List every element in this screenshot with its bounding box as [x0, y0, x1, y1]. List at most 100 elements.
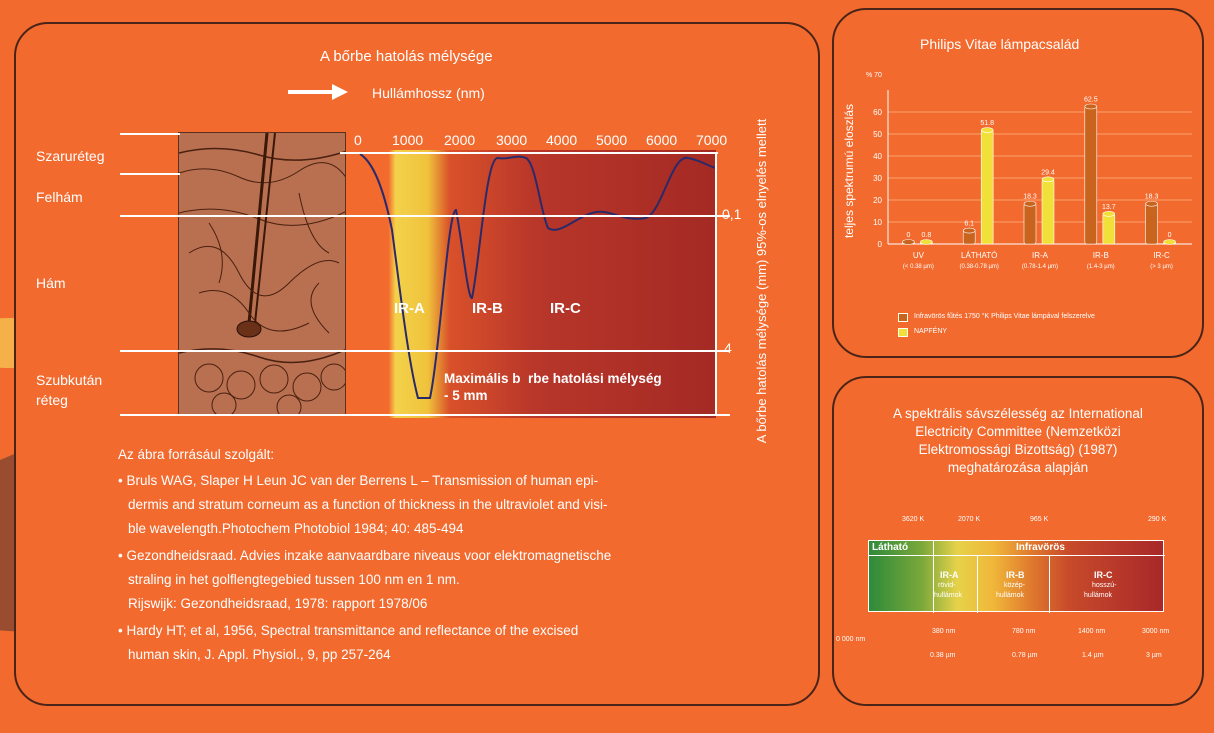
bar-cap [1041, 176, 1055, 183]
nm-tick: 780 nm [1012, 628, 1036, 635]
bar [1102, 213, 1116, 245]
x-tick: 0 [354, 132, 362, 148]
chart-y-unit: % 70 [866, 72, 882, 79]
spectrum-title-line: A spektrális sávszélesség az Internation… [893, 406, 1143, 421]
bar-cap [980, 127, 994, 133]
spectrum-title-line: Elektromossági Bizottság) (1987) [918, 442, 1118, 457]
segment-ir-b-line: hullámok [996, 592, 1025, 599]
visible-label: Látható [872, 542, 909, 553]
grid-line-top-axis [340, 152, 718, 154]
data-label: 0 [906, 232, 910, 239]
data-label: 29.4 [1041, 169, 1055, 176]
data-label: 18.3 [1145, 194, 1159, 201]
source-line: Rijswijk: Gezondheidsraad, 1978: rapport… [128, 596, 428, 611]
data-label: 0 [1168, 232, 1172, 239]
band-label-ir-a: IR-A [394, 300, 425, 317]
segment-ir-b-name: IR-B [1006, 570, 1025, 580]
bar-cap [1084, 103, 1098, 110]
bar-cap [1145, 200, 1158, 207]
band-label-ir-b: IR-B [472, 300, 503, 317]
category-label: LÁTHATÓ [961, 251, 997, 260]
nm-tick: 380 nm [932, 628, 956, 635]
bar-cap [962, 227, 976, 234]
nm-tick: 0 000 nm [836, 636, 866, 643]
um-tick: 0.78 µm [1012, 652, 1038, 659]
category-label: IR-B [1093, 251, 1109, 260]
data-label: 18.3 [1023, 194, 1037, 201]
legend-label-sun: NAPFÉNY [914, 328, 948, 335]
category-sublabel: (0.78-1.4 µm) [1022, 264, 1058, 270]
bar [1145, 203, 1158, 245]
source-line: ble wavelength.Photochem Photobiol 1984;… [128, 521, 464, 536]
segment-ir-c-line: hullámok [1084, 592, 1113, 599]
y-tick-label: 0 [878, 240, 883, 249]
band-label-ir-c: IR-C [550, 300, 581, 317]
temp-label: 2070 K [958, 516, 981, 523]
grid-line-1 [120, 133, 180, 135]
category-label: UV [913, 251, 925, 260]
x-tick: 7000 [696, 132, 728, 148]
sources-heading: Az ábra forrásául szolgált: [118, 447, 275, 462]
data-label: 62.5 [1084, 97, 1098, 104]
legend-swatch-lamp [898, 313, 908, 322]
data-label: 13.7 [1102, 204, 1116, 211]
temp-label: 290 K [1148, 516, 1167, 523]
infrared-label: Infravörös [1016, 542, 1065, 553]
category-sublabel: (0.38-0.78 µm) [959, 264, 998, 270]
segment-ir-c-line: hosszú- [1092, 582, 1117, 589]
legend-swatch-sun [898, 328, 908, 337]
main-title: A bőrbe hatolás mélysége [320, 48, 493, 65]
segment-ir-a-line: hullámok [934, 592, 963, 599]
segment-ir-a-name: IR-A [940, 570, 959, 580]
x-tick: 1000 [392, 132, 424, 148]
y-tick-label: 20 [873, 196, 882, 205]
x-tick: 5000 [596, 132, 628, 148]
x-tick: 3000 [496, 132, 528, 148]
source-line: human skin, J. Appl. Physiol., 9, pp 257… [128, 647, 391, 662]
bar [980, 129, 994, 245]
max-depth-label: Maximális b rbe hatolási mélység [444, 371, 662, 386]
layer-label-stratum-corneum: Szaruréteg [36, 148, 105, 164]
penetration-curve [359, 153, 716, 399]
right-axis-label: A bőrbe hatolás mélysége (mm) 95%-os eln… [754, 118, 769, 444]
right-tick-4: 4 [724, 340, 732, 356]
legend-label-lamp: Infravörös fűtés 1750 °K Philips Vitae l… [914, 313, 1095, 320]
x-tick: 6000 [646, 132, 678, 148]
spectrum-title-line: meghatározása alapján [947, 460, 1089, 475]
bar [1041, 179, 1055, 245]
bar-cap [1163, 239, 1176, 245]
penetration-chart [356, 150, 716, 418]
data-label: 0.8 [922, 232, 932, 239]
bar-cap [902, 239, 915, 245]
bar [1023, 203, 1037, 245]
spectrum-band [868, 540, 1165, 613]
bar-chart-panel [832, 8, 1204, 358]
grid-line-2 [120, 173, 180, 175]
chart-y-axis-label: teljes spektrumú eloszlás [842, 103, 856, 239]
x-tick: 4000 [546, 132, 578, 148]
source-line: dermis and stratum corneum as a function… [128, 497, 608, 512]
grid-line-4 [120, 350, 730, 352]
layer-label-epidermis: Felhám [36, 189, 83, 205]
temp-label: 3620 K [902, 516, 925, 523]
data-label: 51.8 [980, 120, 994, 127]
source-line: • Bruls WAG, Slaper H Leun JC van der Be… [118, 473, 599, 488]
x-tick: 2000 [444, 132, 476, 148]
um-tick: 0.38 µm [930, 652, 956, 659]
right-tick-0-1: 0,1 [722, 206, 742, 222]
max-depth-value: - 5 mm [444, 388, 488, 403]
category-sublabel: (1.4-3 µm) [1087, 264, 1115, 270]
temp-label: 965 K [1030, 516, 1049, 523]
category-sublabel: (> 3 µm) [1150, 264, 1173, 270]
spectrum-panel [832, 376, 1204, 706]
y-tick-label: 40 [873, 152, 882, 161]
layer-label-dermis: Hám [36, 275, 66, 291]
source-line: straling in het golflengtegebied tussen … [128, 572, 460, 587]
um-tick: 3 µm [1146, 652, 1162, 659]
source-line: • Hardy HT; et al, 1956, Spectral transm… [118, 623, 579, 638]
wavelength-label: Hullámhossz (nm) [372, 85, 485, 101]
right-axis-line [715, 152, 717, 416]
y-tick-label: 50 [873, 130, 882, 139]
segment-ir-a-line: rövid- [938, 582, 956, 589]
y-tick-label: 60 [873, 108, 882, 117]
